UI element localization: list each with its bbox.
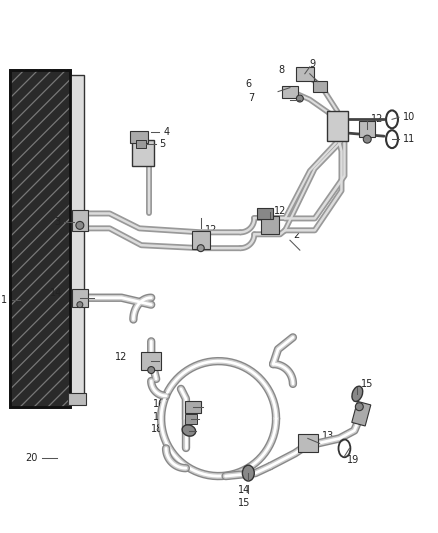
Text: 8: 8 (278, 65, 284, 75)
Text: 17: 17 (153, 411, 165, 422)
FancyBboxPatch shape (141, 352, 161, 370)
Text: 12: 12 (205, 225, 217, 236)
Text: 6: 6 (245, 79, 251, 88)
Text: 13: 13 (321, 431, 334, 441)
Circle shape (355, 403, 363, 411)
FancyBboxPatch shape (131, 131, 148, 143)
FancyBboxPatch shape (68, 393, 86, 405)
FancyBboxPatch shape (72, 289, 88, 306)
Text: 16: 16 (153, 399, 165, 409)
FancyBboxPatch shape (327, 111, 348, 141)
Circle shape (77, 302, 83, 308)
Ellipse shape (182, 425, 196, 436)
FancyBboxPatch shape (298, 434, 318, 453)
Text: 3: 3 (54, 217, 60, 228)
Ellipse shape (352, 386, 363, 401)
Text: 4: 4 (163, 127, 169, 137)
FancyBboxPatch shape (359, 122, 375, 137)
Text: 12: 12 (274, 206, 286, 215)
Text: 20: 20 (25, 453, 37, 463)
Text: 14: 14 (50, 288, 62, 298)
FancyBboxPatch shape (261, 216, 279, 235)
FancyBboxPatch shape (313, 81, 327, 92)
Text: 10: 10 (403, 112, 415, 123)
Text: 15: 15 (361, 379, 374, 389)
FancyBboxPatch shape (70, 75, 84, 402)
FancyBboxPatch shape (192, 231, 210, 249)
Ellipse shape (242, 465, 254, 481)
Text: 12: 12 (115, 352, 127, 362)
Circle shape (297, 95, 304, 102)
Text: 2: 2 (293, 230, 299, 240)
Text: 11: 11 (403, 134, 415, 144)
FancyBboxPatch shape (185, 414, 197, 424)
FancyBboxPatch shape (282, 86, 298, 98)
Text: 12: 12 (371, 115, 384, 124)
Text: 5: 5 (159, 139, 166, 149)
FancyBboxPatch shape (136, 140, 146, 148)
FancyBboxPatch shape (352, 401, 371, 426)
FancyBboxPatch shape (11, 70, 70, 407)
FancyBboxPatch shape (185, 401, 201, 413)
Text: 14: 14 (238, 485, 251, 495)
Text: 9: 9 (310, 59, 316, 69)
Circle shape (76, 221, 84, 229)
Text: 15: 15 (238, 498, 251, 508)
Text: 1: 1 (1, 295, 7, 305)
Text: 7: 7 (248, 93, 254, 102)
Text: 18: 18 (151, 424, 163, 433)
Circle shape (197, 245, 204, 252)
Circle shape (148, 367, 155, 374)
FancyBboxPatch shape (257, 207, 273, 220)
Circle shape (363, 135, 371, 143)
FancyBboxPatch shape (132, 140, 154, 166)
Text: 19: 19 (347, 455, 360, 465)
FancyBboxPatch shape (296, 67, 314, 80)
FancyBboxPatch shape (72, 209, 88, 231)
